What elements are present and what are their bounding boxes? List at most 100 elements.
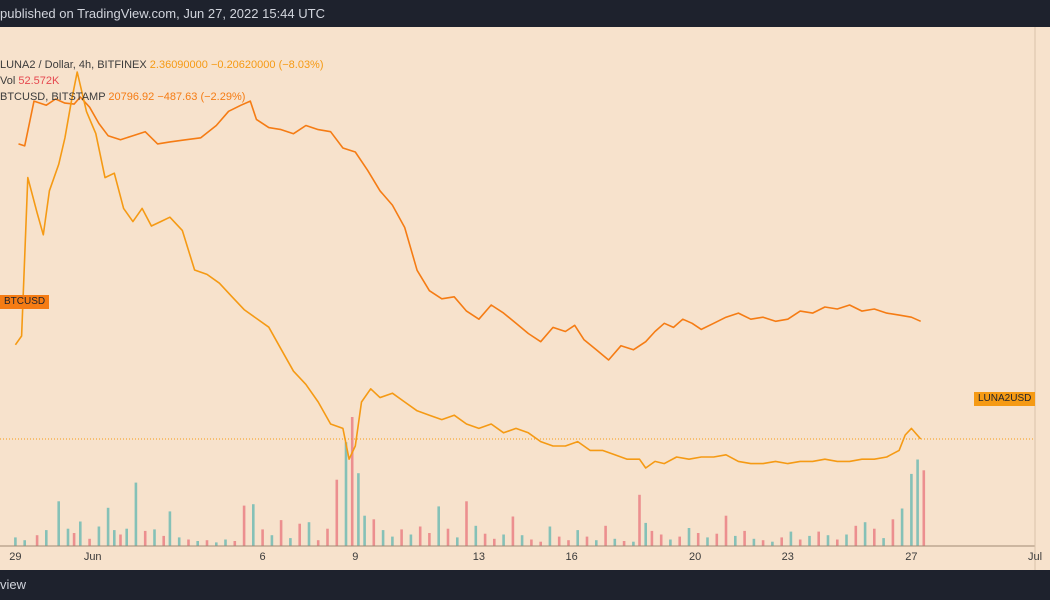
volume-bar (845, 534, 848, 546)
volume-bar (446, 528, 450, 546)
x-tick-label: 16 (565, 551, 577, 563)
volume-bar (196, 541, 199, 546)
volume-bar (696, 533, 700, 546)
volume-bar (520, 535, 524, 546)
volume-bar (428, 533, 431, 546)
legend-btc-name: BTCUSD, BITSTAMP (0, 91, 106, 103)
volume-bar (539, 541, 542, 546)
volume-bar (715, 533, 719, 546)
volume-bar (88, 538, 91, 546)
volume-bar (400, 529, 403, 546)
legend-btc-row[interactable]: BTCUSD, BITSTAMP 20796.92 −487.63 (−2.29… (0, 89, 324, 105)
volume-bar (106, 507, 110, 546)
volume-bar (493, 538, 496, 546)
x-tick-label: Jun (84, 551, 102, 563)
chart-area[interactable]: 29 Jun 6 9 13 16 20 23 27 Jul LUNA2 / Dollar, 4h,… (0, 27, 1050, 570)
volume-bar (465, 501, 468, 546)
x-tick-label: 23 (782, 551, 794, 563)
legend-luna-change: −0.20620000 (−8.03%) (210, 59, 324, 71)
volume-bar (437, 506, 440, 546)
legend-luna-price: 2.36090000 (149, 59, 208, 71)
legend-vol-name: Vol (0, 75, 16, 87)
bottom-bar: view (0, 570, 1050, 600)
x-tick-label: 20 (689, 551, 701, 563)
volume-bar (187, 539, 190, 546)
volume-bar (576, 530, 579, 546)
legend-luna-row[interactable]: LUNA2 / Dollar, 4h, BITFINEX 2.36090000 … (0, 57, 324, 73)
time-axis: 29 Jun 6 9 13 16 20 23 27 Jul (0, 27, 1042, 570)
volume-bar (14, 537, 17, 546)
volume-bar (678, 536, 681, 546)
volume-bar (307, 522, 311, 546)
price-lines (14, 71, 922, 469)
volume-bar (456, 537, 459, 546)
volume-bar (125, 528, 128, 546)
volume-bar (557, 536, 561, 546)
volume-bar (224, 539, 227, 546)
volume-bar (45, 530, 48, 546)
brand-label: view (0, 577, 27, 592)
volume-bar (632, 541, 635, 546)
volume-bar (502, 534, 505, 546)
volume-bar (66, 528, 70, 546)
btc-tag-label: BTCUSD (4, 296, 46, 307)
chart-legend: LUNA2 / Dollar, 4h, BITFINEX 2.36090000 … (0, 57, 324, 105)
volume-bar (335, 479, 339, 546)
volume-bar (177, 537, 181, 546)
volume-bar (798, 539, 802, 546)
volume-bar (418, 526, 422, 546)
volume-bar (326, 528, 329, 546)
volume-bar (316, 540, 320, 546)
volume-bar (409, 534, 413, 546)
volume-bar (270, 535, 274, 546)
volume-bar (734, 535, 737, 546)
volume-bar (916, 459, 919, 546)
volume-bar (113, 530, 116, 546)
volume-bar (817, 531, 820, 546)
luna-tag-label: LUNA2USD (978, 393, 1032, 404)
price-guides (0, 438, 1035, 440)
volume-bar (79, 521, 82, 546)
luna-price-tag: LUNA2USD (974, 392, 1036, 406)
x-tick-label: 13 (473, 551, 485, 563)
x-tick-label: Jul (1028, 551, 1042, 563)
published-label: published on TradingView.com, Jun 27, 20… (0, 6, 325, 21)
volume-bar (205, 540, 209, 546)
volume-bar (789, 531, 793, 546)
volume-bar (548, 526, 552, 546)
btc-price-tag: BTCUSD (0, 295, 50, 309)
volume-bar (644, 522, 647, 546)
volume-bar (233, 541, 237, 546)
volume-bar (391, 536, 394, 546)
volume-bar (771, 541, 774, 546)
x-tick-label: 29 (9, 551, 21, 563)
volume-bar (511, 516, 515, 546)
volume-bar (567, 540, 570, 546)
volume-bar (35, 535, 39, 546)
volume-bar (23, 540, 26, 546)
volume-bar (706, 537, 709, 546)
volume-bar (143, 530, 147, 546)
x-tick-label: 6 (260, 551, 266, 563)
volume-bar (357, 473, 360, 546)
volume-bar (922, 470, 926, 546)
legend-vol-value: 52.572K (18, 75, 60, 87)
volume-bar (780, 537, 783, 546)
volume-bar (483, 533, 487, 546)
volume-bar (669, 539, 672, 546)
volume-bar (826, 535, 830, 546)
volume-bar (891, 519, 895, 546)
volume-bar (650, 530, 654, 546)
volume-bar (854, 525, 858, 546)
price-chart[interactable]: 29 Jun 6 9 13 16 20 23 27 Jul (0, 27, 1050, 570)
volume-bar (153, 529, 156, 546)
volume-bar (215, 542, 218, 546)
volume-bar (604, 525, 607, 546)
volume-bar (344, 442, 348, 546)
volume-bar (910, 473, 913, 546)
volume-bar (836, 539, 839, 546)
volume-bar (530, 539, 533, 546)
volume-bar (363, 515, 366, 546)
volume-bar (261, 529, 264, 546)
legend-vol-row[interactable]: Vol 52.572K (0, 73, 324, 89)
